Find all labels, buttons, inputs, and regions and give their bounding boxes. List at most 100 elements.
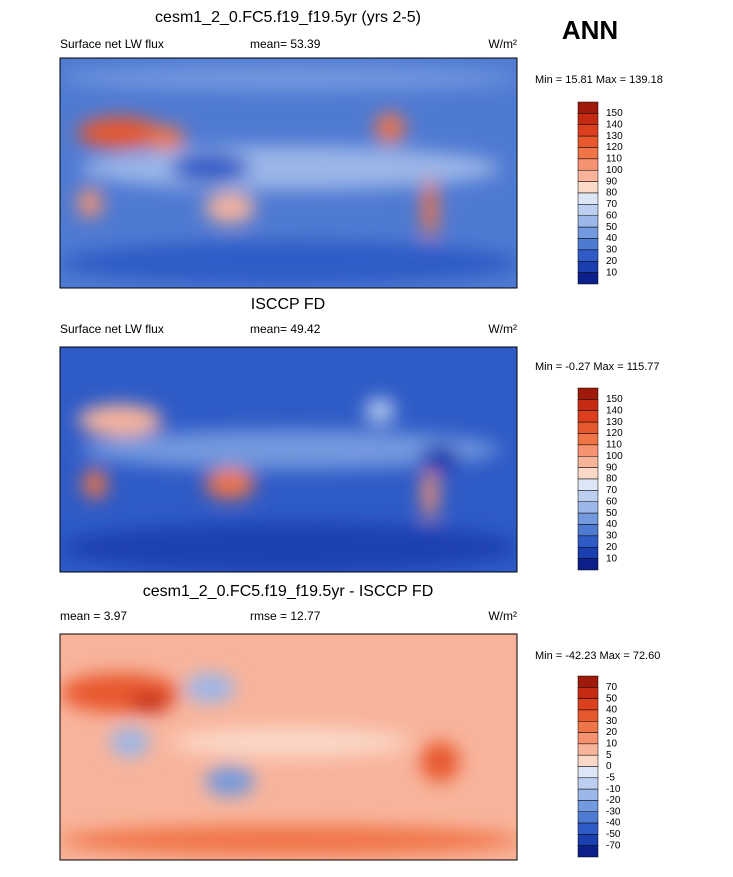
- map-frame: [59, 346, 518, 573]
- colorbar-label: 10: [606, 739, 618, 750]
- colorbar-box: [577, 834, 599, 846]
- field-patch: [170, 153, 250, 183]
- panel-title: ISCCP FD: [251, 296, 325, 313]
- colorbar-label: 20: [606, 542, 618, 553]
- colorbar-box: [577, 822, 599, 835]
- min-max-label: Min = 15.81 Max = 139.18: [535, 74, 663, 86]
- colorbar-label: 90: [606, 176, 618, 187]
- colorbar-box: [577, 788, 599, 801]
- field-patch: [110, 727, 150, 758]
- colorbar-box: [577, 709, 599, 722]
- colorbar-box: [577, 467, 599, 480]
- colorbar-box: [577, 272, 599, 285]
- colorbar-label: 0: [606, 761, 612, 772]
- field-patch: [60, 825, 517, 856]
- colorbar-box: [577, 845, 599, 858]
- colorbar-box: [577, 387, 599, 400]
- field-patch: [80, 429, 500, 470]
- colorbar-box: [577, 547, 599, 559]
- colorbar-label: 10: [606, 553, 618, 564]
- colorbar-box: [577, 754, 599, 767]
- map: [60, 347, 517, 572]
- colorbar-box: [577, 226, 599, 239]
- colorbar-label: 10: [606, 267, 618, 278]
- colorbar-label: 60: [606, 496, 618, 507]
- colorbar-box: [577, 777, 599, 790]
- colorbar-label: 130: [606, 131, 623, 142]
- panel-title: cesm1_2_0.FC5.f19_f19.5yr (yrs 2-5): [155, 9, 421, 26]
- field-patch: [78, 117, 162, 149]
- colorbar-box: [577, 478, 599, 491]
- colorbar-label: 80: [606, 474, 618, 485]
- colorbar-box: [577, 181, 599, 194]
- colorbar-label: 20: [606, 256, 618, 267]
- colorbar-label: 40: [606, 519, 618, 530]
- colorbar-label: 40: [606, 233, 618, 244]
- colorbar-label: -30: [606, 806, 621, 817]
- colorbar-box: [577, 421, 599, 434]
- field-patch: [375, 113, 405, 143]
- field-patch: [80, 146, 500, 190]
- colorbar-label: -10: [606, 784, 621, 795]
- field-patch: [83, 468, 107, 499]
- field-patch: [365, 398, 395, 423]
- colorbar-label: 70: [606, 682, 618, 693]
- field-patch: [60, 241, 517, 285]
- field-patch: [420, 444, 460, 475]
- panel-center-label: mean= 49.42: [250, 322, 321, 336]
- colorbar-box: [577, 124, 599, 137]
- colorbar-box: [577, 732, 599, 745]
- colorbar-box: [577, 170, 599, 182]
- colorbar-label: -50: [606, 829, 621, 840]
- colorbar-box: [577, 524, 599, 537]
- map-frame: [59, 633, 518, 861]
- colorbar-label: 50: [606, 222, 618, 233]
- colorbar-label: 50: [606, 693, 618, 704]
- colorbar-label: 150: [606, 394, 623, 405]
- colorbar-label: 100: [606, 165, 623, 176]
- colorbar-label: 30: [606, 531, 618, 542]
- colorbar-box: [577, 675, 599, 688]
- colorbar-label: -20: [606, 795, 621, 806]
- colorbar-box: [577, 558, 599, 571]
- colorbar-box: [577, 135, 599, 148]
- colorbar-label: 70: [606, 199, 618, 210]
- colorbar-box: [577, 158, 599, 171]
- panel-units: W/m²: [488, 37, 517, 51]
- map-field: [60, 66, 517, 285]
- colorbar-label: 130: [606, 417, 623, 428]
- map-field: [60, 672, 517, 856]
- colorbar-box: [577, 698, 599, 711]
- colorbar-box: [577, 456, 599, 468]
- min-max-label: Min = -0.27 Max = 115.77: [535, 361, 660, 373]
- colorbar-label: 150: [606, 108, 623, 119]
- colorbar-box: [577, 410, 599, 423]
- map-field: [60, 398, 517, 572]
- colorbar-label: 120: [606, 428, 623, 439]
- season-label: ANN: [562, 15, 618, 45]
- field-patch: [78, 188, 102, 218]
- colorbar-box: [577, 800, 599, 812]
- colorbar-label: 30: [606, 716, 618, 727]
- colorbar-box: [577, 204, 599, 216]
- colorbar-box: [577, 433, 599, 446]
- colorbar-label: 110: [606, 440, 622, 451]
- field-patch: [205, 468, 255, 499]
- colorbar-box: [577, 490, 599, 502]
- colorbar-box: [577, 811, 599, 824]
- colorbar-label: -5: [606, 772, 615, 783]
- colorbar-label: 60: [606, 210, 618, 221]
- colorbar-label: 70: [606, 485, 618, 496]
- field-patch: [422, 178, 438, 238]
- colorbar-box: [577, 444, 599, 457]
- colorbar-box: [577, 501, 599, 514]
- min-max-label: Min = -42.23 Max = 72.60: [535, 650, 660, 662]
- map-frame: [59, 57, 518, 289]
- colorbar-label: 140: [606, 405, 623, 416]
- field-patch: [60, 522, 517, 572]
- colorbar-box: [577, 687, 599, 699]
- colorbar-label: 30: [606, 245, 618, 256]
- field-patch: [170, 727, 410, 758]
- map: [60, 58, 517, 288]
